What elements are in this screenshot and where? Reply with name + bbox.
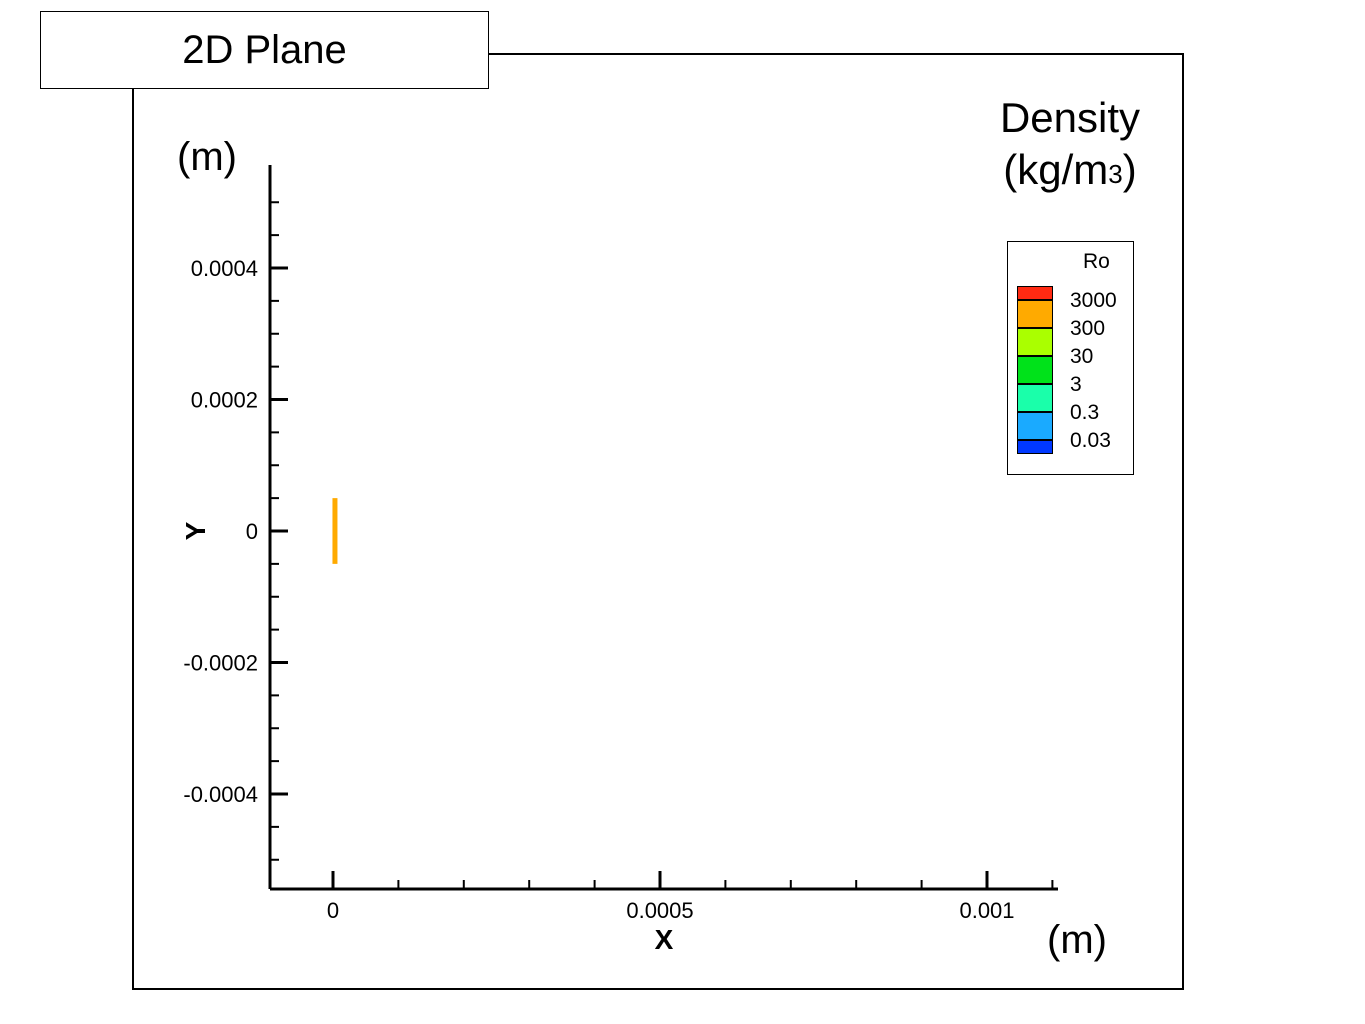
- legend-title: Ro: [1083, 250, 1110, 273]
- plot-frame: [132, 53, 1184, 990]
- legend: Ro 3000 300 30 3 0.3 0.03: [1007, 241, 1134, 475]
- legend-swatch: [1017, 356, 1053, 384]
- y-tick-label: 0.0004: [191, 256, 258, 281]
- colorbar-caption-line1: Density: [999, 94, 1141, 141]
- legend-label: 0.3: [1070, 401, 1100, 424]
- legend-swatch: [1017, 412, 1053, 440]
- legend-swatch: [1017, 440, 1053, 454]
- x-tick-label: 0: [327, 898, 339, 923]
- y-tick-label: -0.0004: [183, 782, 258, 807]
- legend-label: 300: [1070, 317, 1106, 340]
- colorbar-caption: Density (kg/m3): [975, 92, 1165, 196]
- legend-label: 3000: [1070, 289, 1117, 312]
- legend-label: 30: [1070, 345, 1094, 368]
- x-tick-label: 0.0005: [626, 898, 693, 923]
- x-axis-title: X: [655, 924, 674, 955]
- y-tick-label: 0: [246, 519, 258, 544]
- plot-title: 2D Plane: [182, 27, 347, 72]
- y-tick-label: 0.0002: [191, 388, 258, 413]
- x-tick-label: 0.001: [959, 898, 1014, 923]
- y-unit-label: (m): [177, 135, 237, 179]
- x-unit-label: (m): [1047, 918, 1107, 962]
- y-axis-title: Y: [180, 521, 211, 540]
- legend-swatch: [1017, 286, 1053, 300]
- y-tick-label: -0.0002: [183, 651, 258, 676]
- colorbar-caption-line2: (kg/m3): [1003, 146, 1137, 193]
- legend-swatch: [1017, 384, 1053, 412]
- legend-label: 0.03: [1070, 429, 1111, 452]
- legend-swatch: [1017, 300, 1053, 328]
- plot-title-box: 2D Plane: [40, 11, 489, 89]
- legend-swatch: [1017, 328, 1053, 356]
- legend-label: 3: [1070, 373, 1082, 396]
